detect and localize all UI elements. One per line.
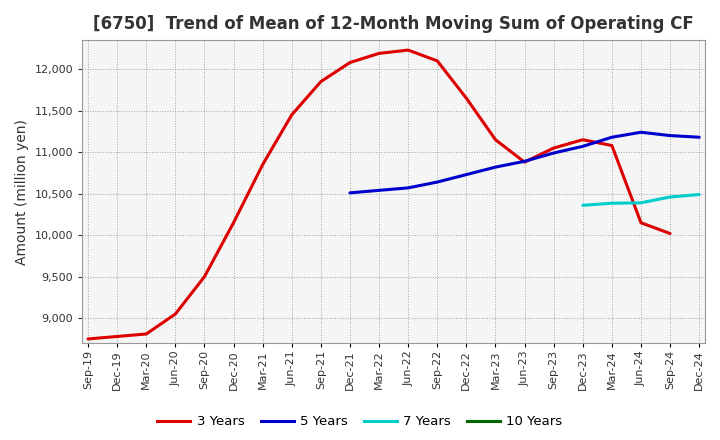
Title: [6750]  Trend of Mean of 12-Month Moving Sum of Operating CF: [6750] Trend of Mean of 12-Month Moving …: [93, 15, 694, 33]
Y-axis label: Amount (million yen): Amount (million yen): [15, 119, 29, 264]
Legend: 3 Years, 5 Years, 7 Years, 10 Years: 3 Years, 5 Years, 7 Years, 10 Years: [152, 410, 568, 433]
